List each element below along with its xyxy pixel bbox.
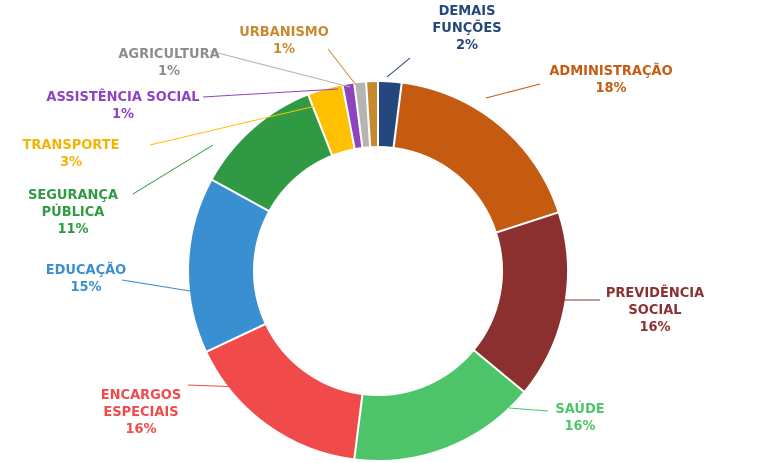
label-previdencia-social: PREVIDÊNCIA SOCIAL 16% [606, 285, 704, 335]
label-line: SOCIAL [628, 303, 681, 318]
label-line: SEGURANÇA [28, 188, 118, 203]
value-label: 16% [564, 419, 595, 434]
leader-line-educacao [121, 279, 191, 292]
leader-line-administracao [485, 83, 541, 99]
label-urbanismo: URBANISMO 1% [239, 25, 329, 57]
slice-encargos-especiais [204, 322, 364, 461]
leader-line-demais-funcoes [386, 57, 411, 78]
label-line: TRANSPORTE [23, 138, 120, 153]
leader-line-agricultura [209, 50, 351, 88]
leader-line-seguranca-publica [132, 144, 214, 195]
value-label: 11% [57, 222, 88, 237]
value-label: 16% [639, 320, 670, 335]
label-line: DEMAIS [439, 4, 496, 19]
value-label: 1% [112, 107, 134, 122]
slices-group [187, 79, 569, 462]
label-line: ESPECIAIS [103, 405, 178, 420]
label-line: PÚBLICA [42, 204, 105, 220]
label-seguranca-publica: SEGURANÇA PÚBLICA 11% [28, 188, 118, 237]
value-label: 1% [158, 64, 180, 79]
leader-line-assistencia-social [202, 88, 339, 98]
label-transporte: TRANSPORTE 3% [23, 138, 120, 170]
label-educacao: EDUCAÇÃO 15% [46, 262, 126, 295]
label-line: SAÚDE [555, 401, 604, 417]
slice-administracao [392, 81, 560, 234]
label-agricultura: AGRICULTURA 1% [118, 47, 219, 79]
leader-line-encargos-especiais [187, 384, 269, 389]
value-label: 15% [70, 280, 101, 295]
slice-urbanismo [365, 79, 379, 149]
value-label: 1% [273, 42, 295, 57]
leader-line-urbanismo [327, 48, 357, 86]
label-administracao: ADMINISTRAÇÃO 18% [549, 63, 672, 96]
labels-group: DEMAIS FUNÇÕES 2% ADMINISTRAÇÃO 18% PREVIDÊNC… [23, 4, 705, 437]
label-demais-funcoes: DEMAIS FUNÇÕES 2% [432, 4, 501, 53]
label-line: EDUCAÇÃO [46, 262, 126, 278]
leader-line-saude [508, 407, 549, 412]
label-assistencia-social: ASSISTÊNCIA SOCIAL 1% [46, 89, 199, 122]
label-encargos-especiais: ENCARGOS ESPECIAIS 16% [101, 388, 181, 437]
label-line: AGRICULTURA [118, 47, 219, 62]
label-line: URBANISMO [239, 25, 329, 40]
label-saude: SAÚDE 16% [555, 401, 604, 434]
label-line: PREVIDÊNCIA [606, 285, 704, 301]
label-line: ADMINISTRAÇÃO [549, 63, 672, 79]
value-label: 2% [456, 38, 478, 53]
leader-lines-group [121, 48, 600, 412]
value-label: 3% [60, 155, 82, 170]
label-line: FUNÇÕES [432, 20, 501, 36]
label-line: ENCARGOS [101, 388, 181, 403]
value-label: 18% [595, 81, 626, 96]
leader-line-transporte [149, 104, 321, 146]
label-line: ASSISTÊNCIA SOCIAL [46, 89, 199, 105]
value-label: 16% [125, 422, 156, 437]
